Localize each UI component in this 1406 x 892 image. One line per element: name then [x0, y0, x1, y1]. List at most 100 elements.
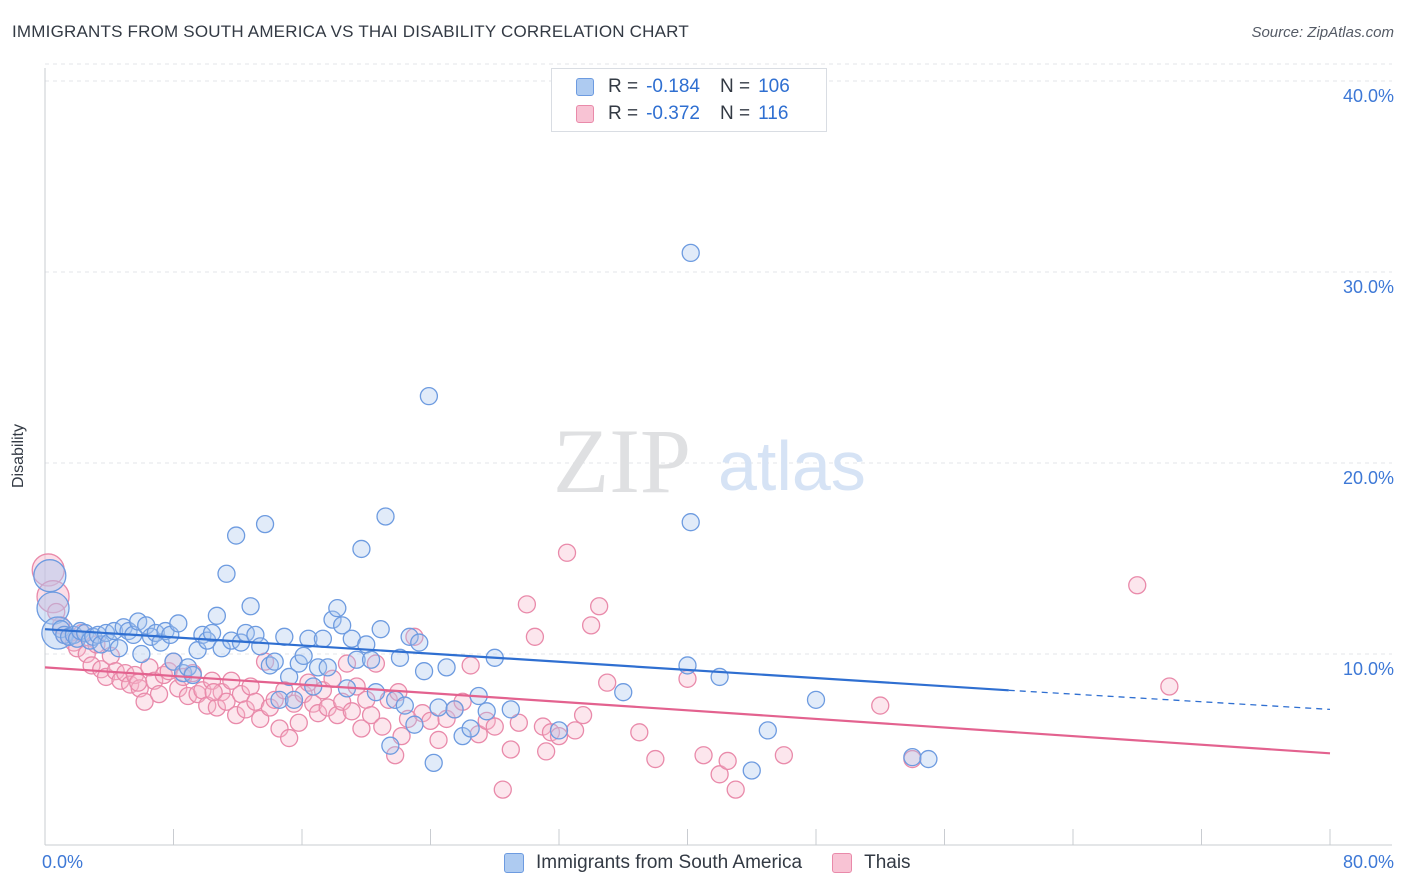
data-point	[386, 746, 405, 765]
data-point	[361, 650, 381, 669]
legend-r-value: -0.184	[646, 76, 700, 97]
data-point	[742, 761, 761, 780]
trend-line-thais	[44, 666, 1331, 755]
data-point	[485, 717, 504, 736]
data-point	[501, 740, 520, 759]
data-point	[646, 749, 665, 769]
data-point	[236, 700, 255, 719]
data-point	[149, 684, 169, 704]
data-point	[410, 633, 429, 652]
data-point	[318, 658, 337, 677]
data-point	[614, 683, 633, 702]
data-point	[517, 595, 537, 614]
data-point	[251, 637, 270, 656]
data-point	[313, 629, 333, 648]
data-point	[255, 514, 275, 534]
data-point	[429, 730, 448, 750]
data-point	[371, 620, 390, 639]
data-point	[217, 564, 236, 583]
watermark-zip: ZIP	[553, 410, 691, 512]
data-point	[104, 621, 124, 641]
bottom-legend-item-thais: Thais	[832, 852, 911, 874]
y-tick-40: 40.0%	[1342, 86, 1394, 106]
data-point	[919, 749, 938, 769]
data-point	[400, 627, 419, 646]
data-point	[694, 746, 713, 765]
data-point	[806, 690, 826, 709]
data-point	[226, 526, 246, 545]
data-point	[137, 616, 156, 635]
data-point	[279, 667, 299, 687]
data-point	[275, 627, 294, 646]
source-credit: Source: ZipAtlas.com	[1251, 24, 1394, 41]
legend-n-value: 106	[758, 76, 790, 97]
legend-n-value: 116	[758, 103, 789, 124]
data-point	[549, 726, 569, 746]
data-point	[352, 539, 371, 559]
data-point	[445, 700, 464, 719]
data-point	[241, 597, 260, 616]
data-point	[376, 507, 395, 526]
data-point	[129, 673, 148, 692]
trend-line-south-america	[44, 628, 1009, 692]
data-point	[183, 665, 202, 685]
data-point	[477, 702, 496, 721]
data-point	[718, 751, 737, 771]
legend-swatch-blue	[576, 78, 594, 96]
y-tick-10: 10.0%	[1342, 659, 1394, 679]
data-point	[308, 704, 328, 723]
data-point	[903, 747, 922, 767]
data-point	[424, 753, 443, 773]
data-point	[429, 698, 448, 717]
data-point	[132, 644, 151, 664]
data-point	[366, 683, 386, 702]
data-point	[557, 543, 577, 562]
data-point	[461, 656, 480, 675]
bottom-legend: Immigrants from South America Thais	[504, 852, 941, 874]
legend-row-pink: R = -0.372 N = 116	[576, 101, 788, 127]
x-tick-left: 0.0%	[42, 852, 84, 872]
legend-swatch-pink	[576, 105, 594, 123]
data-point	[758, 721, 777, 740]
data-point	[390, 648, 410, 667]
data-point	[294, 646, 313, 666]
data-point	[226, 705, 246, 725]
data-point	[33, 559, 67, 593]
data-point	[217, 692, 236, 711]
data-point	[265, 652, 284, 671]
data-point	[279, 728, 299, 748]
data-point	[1160, 677, 1179, 696]
bottom-legend-swatch-pink	[832, 853, 853, 873]
data-point	[77, 644, 96, 664]
data-point	[151, 633, 170, 652]
data-point	[549, 721, 569, 740]
legend-row-blue: R = -0.184 N = 106	[576, 74, 790, 100]
data-point	[509, 713, 528, 732]
data-point	[681, 243, 700, 263]
data-point	[270, 690, 289, 709]
data-point	[342, 702, 361, 721]
bottom-legend-swatch-blue	[504, 853, 524, 873]
data-point	[405, 627, 424, 646]
data-point	[581, 616, 601, 635]
x-axis	[44, 68, 1392, 846]
y-tick-20: 20.0%	[1342, 468, 1394, 488]
data-point	[381, 736, 400, 755]
chart-title: IMMIGRANTS FROM SOUTH AMERICA VS THAI DI…	[12, 22, 689, 41]
data-point	[328, 599, 347, 618]
data-point	[265, 690, 284, 709]
data-point	[461, 719, 480, 738]
data-point	[437, 658, 456, 677]
data-point	[289, 713, 308, 732]
data-point	[347, 650, 366, 669]
data-point	[299, 629, 318, 648]
data-point	[598, 673, 617, 692]
data-point	[419, 386, 439, 406]
data-point	[395, 696, 414, 715]
data-point	[525, 627, 545, 646]
data-point	[537, 742, 556, 761]
data-point	[284, 690, 304, 709]
data-point	[573, 705, 593, 725]
y-tick-30: 30.0%	[1342, 277, 1394, 297]
